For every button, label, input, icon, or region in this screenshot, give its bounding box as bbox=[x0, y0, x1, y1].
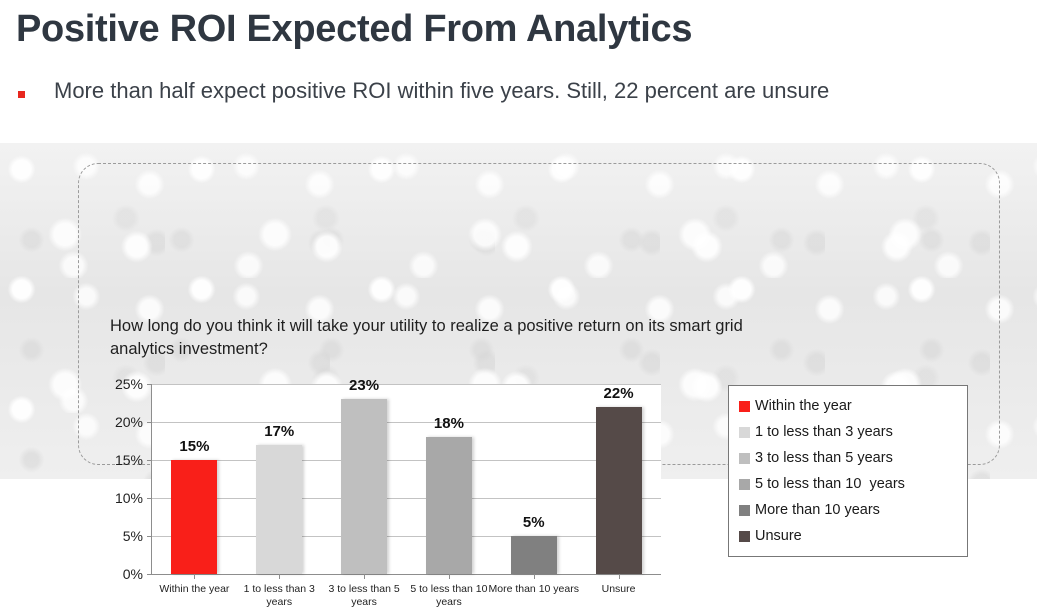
legend-label: Unsure bbox=[755, 528, 802, 544]
legend-swatch bbox=[739, 478, 750, 490]
legend-item[interactable]: More than 10 years bbox=[739, 497, 967, 523]
x-axis-tick bbox=[618, 574, 620, 579]
bar-group[interactable]: 22% Unsure bbox=[576, 384, 661, 595]
legend-swatch bbox=[739, 504, 750, 516]
bar-group[interactable]: 23% 3 to less than 5 years bbox=[322, 377, 407, 608]
x-axis-tick bbox=[194, 574, 196, 579]
bullet-square-icon bbox=[18, 91, 25, 98]
y-axis-tick bbox=[147, 422, 152, 423]
y-axis-label: 25% bbox=[114, 376, 143, 392]
slide-body: How long do you think it will take your … bbox=[0, 143, 1037, 608]
legend-item[interactable]: 3 to less than 5 years bbox=[739, 445, 967, 471]
bar-group[interactable]: 18% 5 to less than 10 years bbox=[407, 384, 492, 608]
y-axis-label: 5% bbox=[122, 528, 143, 544]
bar[interactable] bbox=[510, 536, 557, 574]
y-axis-label: 20% bbox=[114, 414, 143, 430]
bar[interactable] bbox=[595, 406, 642, 574]
legend-swatch bbox=[739, 452, 750, 464]
x-axis-label: 5 to less than 10 years bbox=[410, 583, 488, 608]
legend-label: 3 to less than 5 years bbox=[755, 450, 893, 466]
x-axis-label: Within the year bbox=[159, 583, 230, 595]
slide-header: Positive ROI Expected From Analytics Mor… bbox=[0, 0, 1037, 143]
y-axis-label: 10% bbox=[114, 490, 143, 506]
legend-item[interactable]: Unsure bbox=[739, 523, 967, 549]
bar-group[interactable]: 17% 1 to less than 3 years bbox=[237, 384, 322, 608]
legend-label: 1 to less than 3 years bbox=[755, 424, 893, 440]
legend-label: Within the year bbox=[755, 398, 852, 414]
bar-group[interactable]: 5% More than 10 years bbox=[489, 384, 579, 595]
x-axis-label: 3 to less than 5 years bbox=[328, 583, 400, 608]
y-axis-label: 15% bbox=[114, 452, 143, 468]
x-axis-label: 1 to less than 3 years bbox=[243, 583, 315, 608]
chart-question-title: How long do you think it will take your … bbox=[110, 317, 743, 358]
legend-item[interactable]: Within the year bbox=[739, 393, 967, 419]
legend-swatch bbox=[739, 426, 750, 438]
chart-legend: Within the year 1 to less than 3 years 3 t… bbox=[728, 385, 968, 557]
legend-label: More than 10 years bbox=[755, 502, 880, 518]
legend-swatch bbox=[739, 530, 750, 542]
bar-value-label: 15% bbox=[179, 438, 210, 455]
bar-value-label: 18% bbox=[433, 415, 464, 433]
legend-label: 5 to less than 10 years bbox=[755, 476, 905, 492]
bar-value-label: 23% bbox=[349, 377, 380, 395]
page-title: Positive ROI Expected From Analytics bbox=[16, 8, 693, 50]
y-axis-tick bbox=[147, 384, 152, 385]
x-axis-tick bbox=[448, 574, 450, 579]
legend-item[interactable]: 5 to less than 10 years bbox=[739, 471, 967, 497]
bar[interactable] bbox=[341, 399, 388, 574]
x-axis-label: More than 10 years bbox=[488, 583, 579, 595]
bar-value-label: 17% bbox=[264, 422, 295, 440]
legend-item[interactable]: 1 to less than 3 years bbox=[739, 419, 967, 445]
bar[interactable] bbox=[425, 437, 472, 574]
bar-value-label: 22% bbox=[603, 384, 634, 402]
bar[interactable] bbox=[171, 460, 218, 574]
legend-swatch bbox=[739, 400, 750, 412]
gridline bbox=[152, 384, 661, 385]
y-axis-label: 0% bbox=[122, 566, 143, 582]
x-axis-label: Unsure bbox=[601, 583, 636, 595]
y-axis-tick bbox=[147, 574, 152, 575]
x-axis-tick bbox=[364, 574, 366, 579]
x-axis-tick bbox=[533, 574, 535, 579]
chart-plot-area: 0% 5% 10% 15% 20% 25% 15% Within the year 17% 1 … bbox=[115, 376, 661, 608]
subtitle-text: More than half expect positive ROI withi… bbox=[54, 78, 830, 103]
gridline bbox=[152, 422, 661, 423]
subtitle-bullet-row: More than half expect positive ROI withi… bbox=[16, 78, 1016, 112]
y-axis-tick bbox=[147, 460, 152, 461]
bar-value-label: 5% bbox=[522, 514, 545, 531]
bar[interactable] bbox=[256, 444, 303, 574]
gridline bbox=[152, 460, 661, 461]
x-axis-tick bbox=[279, 574, 281, 579]
bar-group[interactable]: 15% Within the year bbox=[152, 384, 237, 595]
